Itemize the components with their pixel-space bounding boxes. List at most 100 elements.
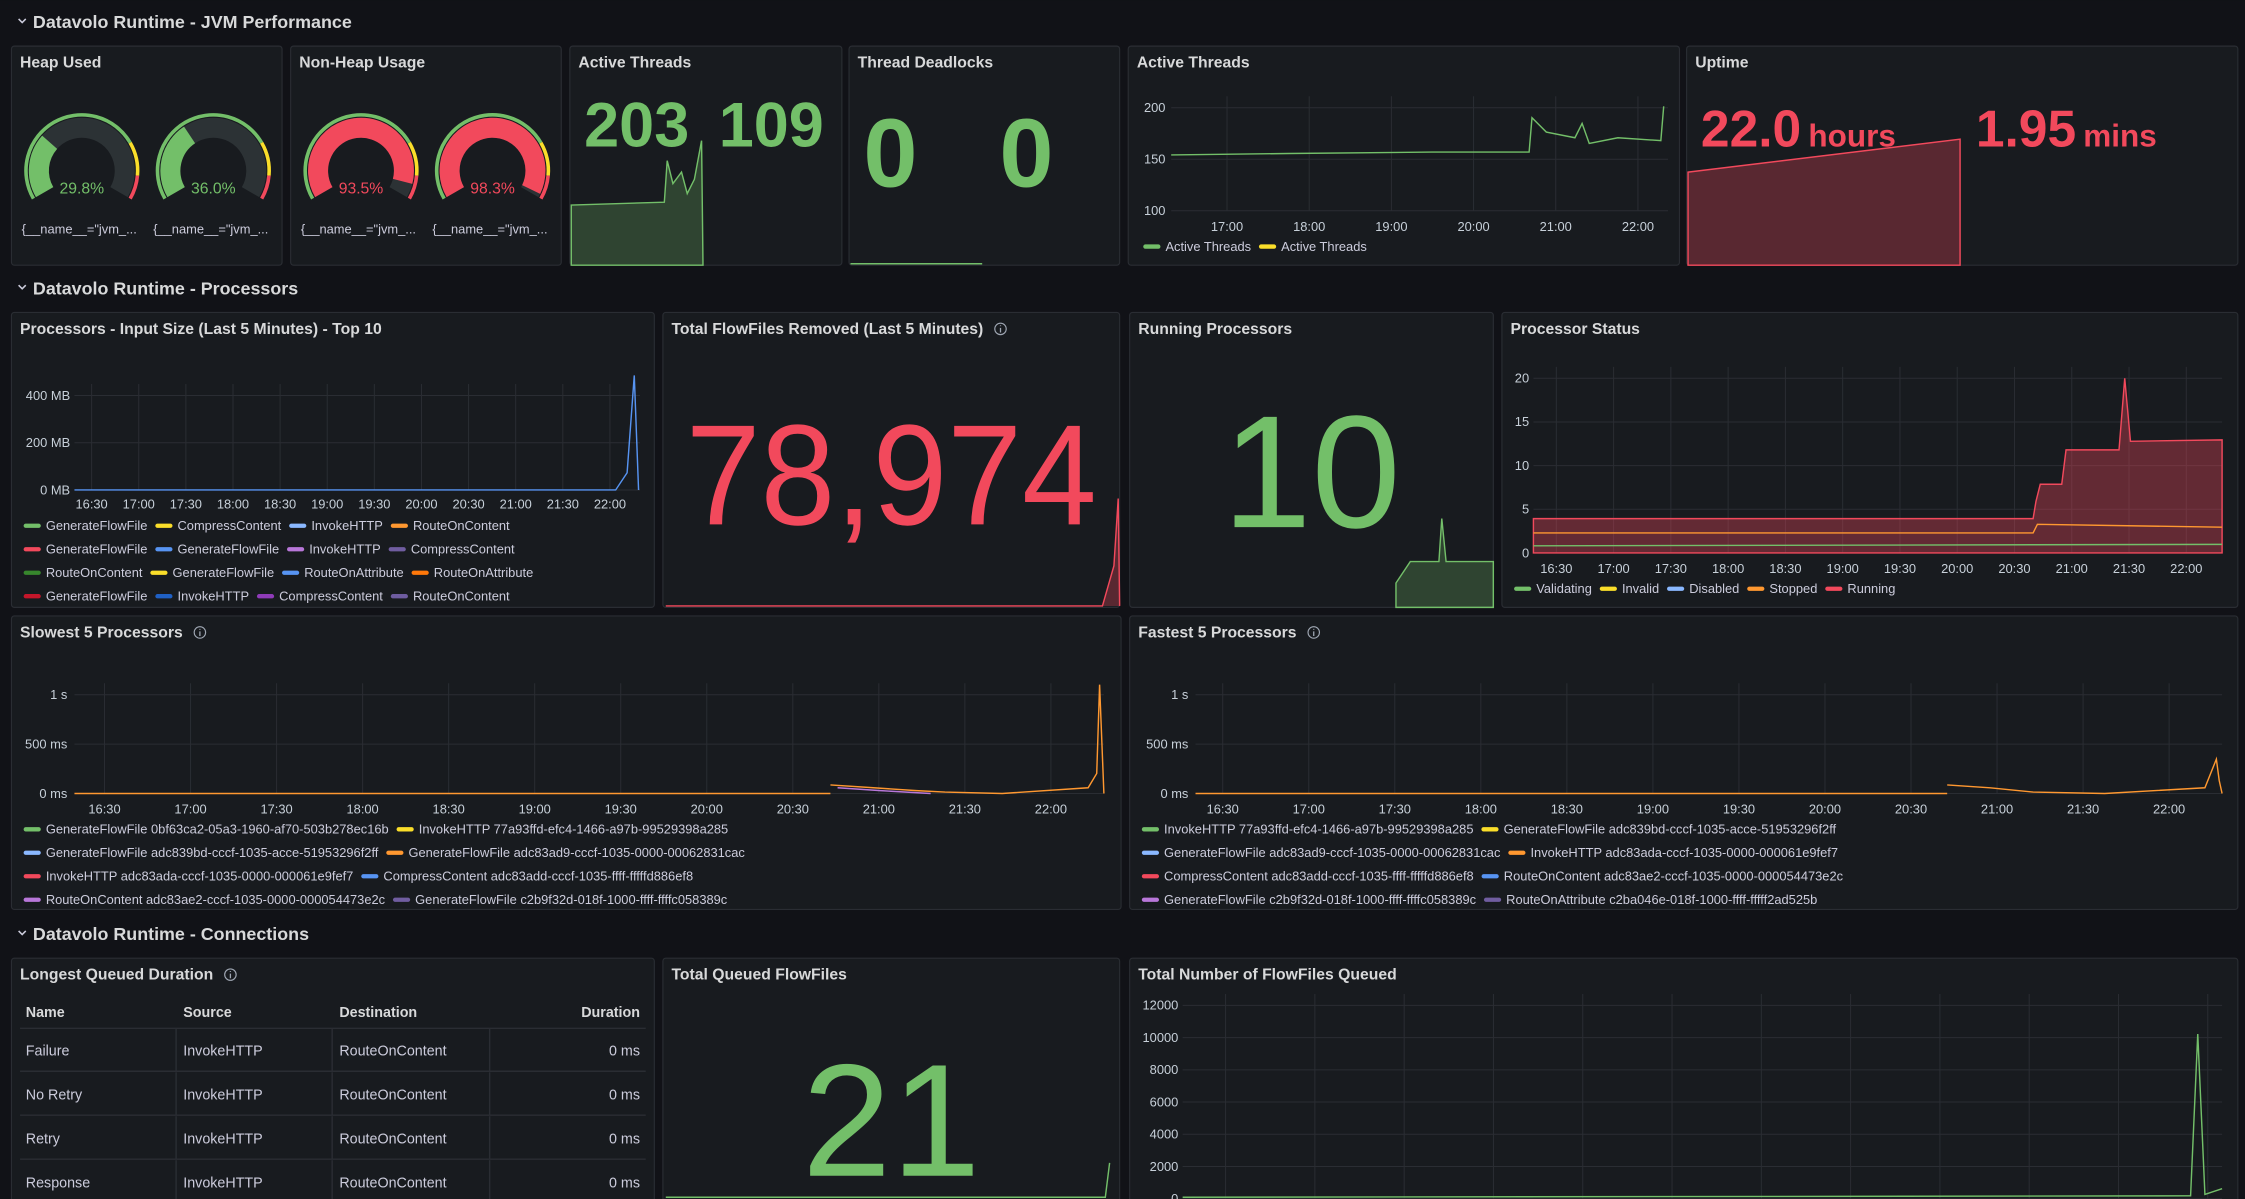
legend-label: RouteOnContent adc83ae2-cccf-1035-0000-0…	[46, 892, 386, 907]
chart-lines	[74, 106, 2223, 1198]
x-tick-label: 20:00	[1457, 219, 1489, 234]
y-tick-label: 0 ms	[1160, 786, 1188, 801]
x-tick-label: 22:00	[594, 497, 626, 512]
x-tick-label: 20:00	[1941, 561, 1973, 576]
stat-value: 0	[863, 98, 917, 207]
legend-label: InvokeHTTP	[309, 542, 381, 557]
x-tick-label: 18:00	[217, 497, 249, 512]
x-tick-label: 22:00	[2153, 802, 2185, 817]
gauge-threshold	[539, 141, 551, 176]
panel-content: Longest Queued Duration Name Source Destina…	[20, 967, 646, 1199]
x-tick-label: 19:00	[1827, 561, 1859, 576]
x-tick-label: 17:00	[1293, 802, 1325, 817]
legend-label: GenerateFlowFile	[46, 518, 148, 533]
panel	[569, 45, 843, 266]
panel	[848, 45, 1121, 266]
x-tick-label: 17:00	[1597, 561, 1629, 576]
panel-title: Processor Status	[1511, 321, 1641, 338]
panel-title: Running Processors	[1138, 321, 1292, 338]
legend-label: InvokeHTTP 77a93ffd-efc4-1466-a97b-99529…	[1164, 822, 1473, 837]
x-tick-label: 21:00	[863, 802, 895, 817]
x-tick-label: 19:00	[1375, 219, 1407, 234]
x-tick-label: 18:30	[433, 802, 465, 817]
panel-content: Heap Used 29.8% {__name__="jvm_... 36.0% {__…	[20, 55, 271, 237]
panel	[1686, 45, 2239, 266]
panel-title: Active Threads	[578, 55, 691, 72]
stat-value: 109	[719, 90, 824, 160]
y-tick-label: 100	[1144, 203, 1165, 218]
legend-label: CompressContent	[411, 542, 515, 557]
legend-label: Invalid	[1622, 581, 1659, 596]
x-tick-label: 22:00	[2170, 561, 2202, 576]
x-tick-label: 18:30	[1551, 802, 1583, 817]
gauge-value: 93.5%	[339, 181, 384, 198]
y-tick-label: 200 MB	[26, 435, 70, 450]
x-tick-label: 18:00	[1465, 802, 1497, 817]
gauge-threshold	[539, 175, 550, 200]
x-tick-label: 19:30	[358, 497, 390, 512]
x-tick-label: 19:00	[1637, 802, 1669, 817]
table-cell: Failure	[26, 1044, 70, 1060]
x-tick-label: 18:30	[264, 497, 296, 512]
x-tick-label: 16:30	[88, 802, 120, 817]
legend-label: Active Threads	[1165, 239, 1251, 254]
panel	[10, 45, 283, 266]
legend-label: InvokeHTTP adc83ada-cccf-1035-0000-00006…	[1530, 845, 1838, 860]
legend-label: InvokeHTTP	[311, 518, 383, 533]
x-tick-label: 21:30	[949, 802, 981, 817]
gauge-threshold	[260, 141, 271, 176]
legend-label: GenerateFlowFile c2b9f32d-018f-1000-ffff…	[1164, 892, 1477, 907]
y-tick-label: 0	[1171, 1191, 1178, 1199]
panel-title: Uptime	[1695, 55, 1749, 72]
legend-label: CompressContent adc83add-cccf-1035-ffff-…	[1164, 869, 1474, 884]
panel	[662, 311, 1121, 608]
series-line	[837, 787, 931, 795]
x-tick-label: 21:00	[1981, 802, 2013, 817]
stat-value: 22.0	[1701, 99, 1801, 157]
table-header: Duration	[581, 1005, 640, 1021]
info-icon	[994, 322, 1007, 336]
legend-label: GenerateFlowFile adc839bd-cccf-1035-acce…	[1504, 822, 1837, 837]
panel-content: Active Threads 200 150 100 17:00 18:00 19:00 20…	[1137, 55, 1669, 254]
panel	[1129, 957, 2239, 1199]
y-tick-label: 1 s	[50, 687, 67, 702]
panel-title: Non-Heap Usage	[299, 55, 425, 72]
gauge-fill	[308, 117, 414, 198]
y-tick-label: 5	[1522, 502, 1529, 517]
x-tick-label: 19:00	[519, 802, 551, 817]
y-tick-label: 1 s	[1171, 687, 1188, 702]
gauge-threshold	[128, 141, 140, 176]
x-tick-label: 18:00	[1712, 561, 1744, 576]
sparkline	[665, 498, 1121, 607]
legend-label: GenerateFlowFile adc839bd-cccf-1035-acce…	[46, 845, 379, 860]
stat-value: 78,974	[686, 395, 1097, 555]
y-tick-label: 15	[1515, 414, 1529, 429]
gauge-label: {__name__="jvm_...	[432, 222, 547, 237]
panel-title: Slowest 5 Processors	[20, 624, 183, 641]
gauge-fill	[439, 117, 546, 198]
stat-value: 10	[1222, 382, 1400, 561]
stat-value: 21	[802, 1031, 980, 1199]
table-cell: InvokeHTTP	[183, 1175, 262, 1191]
gauge-value: 98.3%	[470, 181, 515, 198]
panel-title: Longest Queued Duration	[20, 967, 213, 984]
table-cell: Response	[26, 1175, 90, 1191]
stat-unit: hours	[1808, 117, 1895, 153]
table-cell: RouteOnContent	[339, 1087, 446, 1103]
info-icon	[193, 626, 207, 639]
sparkline	[570, 140, 704, 266]
x-tick-label: 20:00	[691, 802, 723, 817]
panel-content: Slowest 5 Processors 1 s 500 ms 0 ms 16:30 17…	[20, 624, 1104, 907]
gauge-threshold	[128, 175, 140, 200]
gauge-threshold	[407, 141, 419, 176]
legend-label: GenerateFlowFile c2b9f32d-018f-1000-ffff…	[415, 892, 728, 907]
sparkline	[1395, 518, 1495, 609]
panel-content: Processor Status 20 15 10 5 0 16:30 17:00 17:30 1…	[1511, 321, 2223, 596]
x-tick-label: 21:30	[2113, 561, 2145, 576]
table-cell: RouteOnContent	[339, 1131, 446, 1147]
panel-content: Uptime 22.0 hours 1.95 mins	[1695, 55, 2157, 158]
legend-label: RouteOnContent	[413, 589, 510, 604]
table-cell: RouteOnContent	[339, 1044, 446, 1060]
panel	[1129, 311, 1494, 608]
